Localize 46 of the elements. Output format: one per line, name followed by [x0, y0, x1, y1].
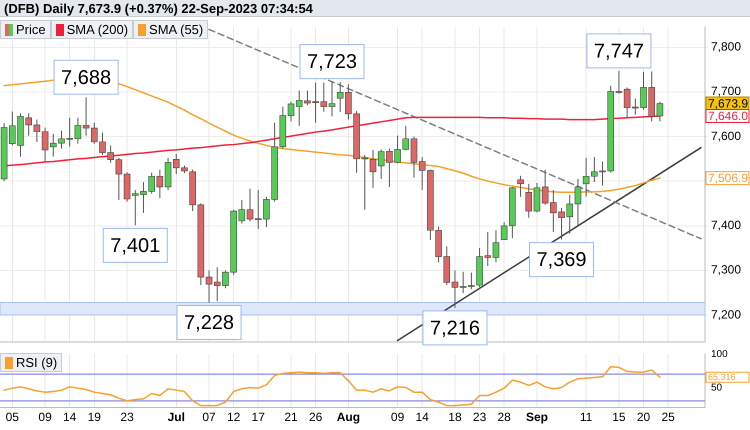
y-tick-label: 7,700 — [711, 84, 742, 98]
x-tick-label: 12 — [226, 410, 241, 424]
y-tick-label: 100 — [711, 348, 728, 360]
legend-label: Price — [16, 22, 46, 37]
x-tick-label: 28 — [497, 410, 512, 424]
x-tick-label: 26 — [308, 410, 323, 424]
x-tick-label: 15 — [612, 410, 626, 424]
legend-label: RSI (9) — [16, 355, 58, 370]
annotation: 7,646.0 — [708, 108, 748, 123]
annotation: 7,723 — [306, 51, 358, 74]
x-tick-label: Sep — [526, 410, 548, 424]
x-tick-label: 09 — [38, 410, 52, 424]
x-tick-label: 18 — [448, 410, 462, 424]
legend-label: SMA (55) — [149, 22, 204, 37]
annotation: 7,673.9 — [708, 96, 748, 110]
x-tick-label: Jul — [168, 410, 185, 424]
x-tick-label: 09 — [390, 410, 405, 424]
chart-title: (DFB) Daily 7,673.9 (+0.37%) 22-Sep-2023 07:34:54 — [0, 0, 750, 17]
y-tick-label: 7,200 — [711, 307, 742, 322]
annotation: 7,369 — [536, 249, 587, 272]
y-tick-label: 50 — [711, 382, 723, 394]
y-tick-label: 7,800 — [711, 40, 742, 54]
x-tick-label: 20 — [636, 410, 651, 424]
annotation: 7,216 — [430, 317, 480, 340]
text: 65.316 — [708, 372, 736, 382]
x-tick-label: 05 — [6, 410, 20, 424]
annotation: 7,747 — [594, 40, 644, 62]
legend-label: SMA (200) — [66, 22, 128, 37]
x-tick-label: 11 — [580, 410, 593, 424]
x-tick-label: 17 — [252, 410, 266, 424]
y-tick-label: 7,300 — [711, 262, 742, 277]
x-tick-label: 21 — [284, 410, 298, 424]
x-tick-label: 14 — [63, 410, 77, 424]
x-tick-label: Aug — [336, 410, 360, 424]
y-tick-label: 7,600 — [711, 128, 742, 143]
x-tick-label: 23 — [472, 410, 487, 424]
x-tick-label: 14 — [416, 410, 430, 424]
x-tick-label: 07 — [202, 410, 216, 424]
annotation: 7,228 — [184, 312, 234, 334]
x-tick-label: 23 — [120, 410, 134, 424]
y-tick-label: 7,400 — [711, 218, 742, 232]
annotation: 7,506.9 — [708, 170, 748, 185]
annotation: 7,688 — [61, 66, 112, 89]
x-tick-label: 19 — [88, 410, 102, 424]
x-tick-label: 25 — [661, 410, 676, 424]
annotation: 7,401 — [110, 234, 160, 257]
